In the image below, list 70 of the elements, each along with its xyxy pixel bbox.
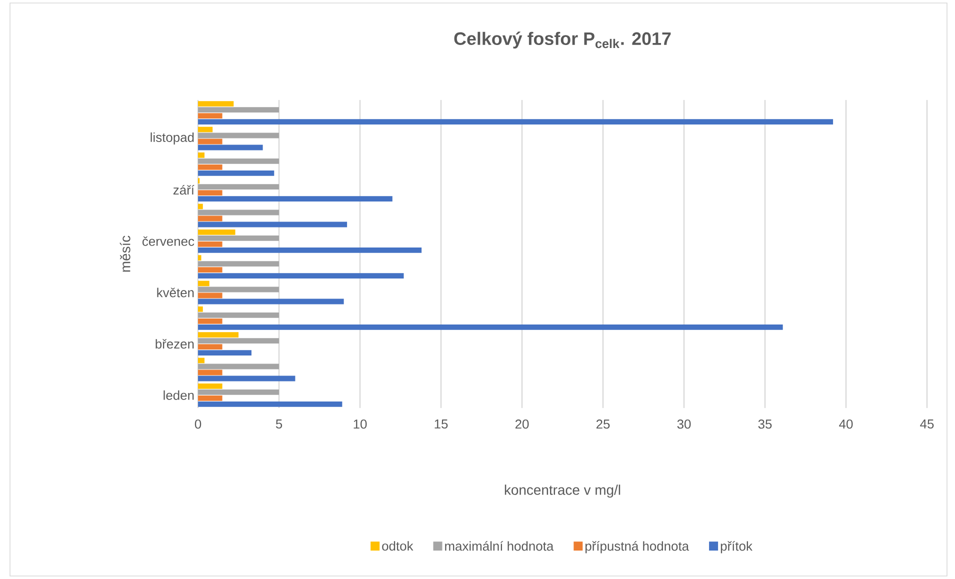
x-axis-title: koncentrace v mg/l [504,484,620,498]
x-tick-label: 5 [276,420,282,429]
x-tick-label: 35 [758,420,772,429]
bar [198,113,222,119]
bar [198,376,296,382]
bar [198,370,222,376]
bar [198,358,204,364]
y-tick-label: listopad [150,132,194,145]
bar [198,383,222,389]
y-tick-label: květen [157,288,194,298]
bar [198,273,404,279]
bar [198,101,234,107]
bar [198,204,203,210]
bar [198,126,213,132]
x-tick-label: 45 [920,420,934,429]
bar [198,170,274,176]
bar [198,138,222,144]
bar [198,389,280,395]
bar [198,261,280,267]
x-tick-label: 0 [194,420,202,429]
bar [198,324,783,330]
bar [198,298,344,304]
bar [198,210,280,216]
y-axis-title: měsíc [120,236,130,272]
bar [198,164,222,170]
bar [198,144,263,150]
x-tick-label: 40 [839,420,853,429]
x-tick-label: 30 [677,420,691,429]
bar [198,401,342,407]
x-tick-label: 10 [354,420,367,429]
bar [198,395,222,401]
bar [198,235,280,241]
legend-label: přítok [720,541,752,554]
bar [198,132,280,138]
bar [198,267,222,273]
y-tick-label: leden [164,390,194,400]
bar [198,312,280,318]
bar [198,306,203,312]
chart-title: Celkový fosfor P$_{celk}$. 2017 [454,32,671,49]
bar [198,216,222,222]
bar [198,350,252,356]
x-tick-label: 20 [515,420,529,429]
x-tick-label: 25 [596,420,610,429]
y-tick-label: září [173,185,194,195]
bar [198,184,280,190]
x-tick-label: 15 [434,420,448,429]
bar [198,119,834,125]
y-tick-label: březen [156,339,194,349]
bar [198,107,280,113]
bar [198,344,222,350]
bar [198,247,422,253]
bar [198,229,236,235]
bar [198,318,222,324]
bar [198,364,280,370]
bar [198,338,280,344]
bar [198,158,280,164]
bar [198,255,202,261]
legend-label: maximální hodnota [445,541,554,551]
y-tick-label: červenec [142,236,194,246]
bar [198,222,348,228]
bar [198,241,222,247]
legend-label: přípustná hodnota [585,541,690,554]
bar [198,190,222,196]
bar [198,280,210,286]
bar [198,292,222,298]
bar [198,152,204,158]
bar [198,196,392,202]
legend-label: odtok [382,541,414,551]
bar [198,286,280,292]
bar [198,332,239,338]
